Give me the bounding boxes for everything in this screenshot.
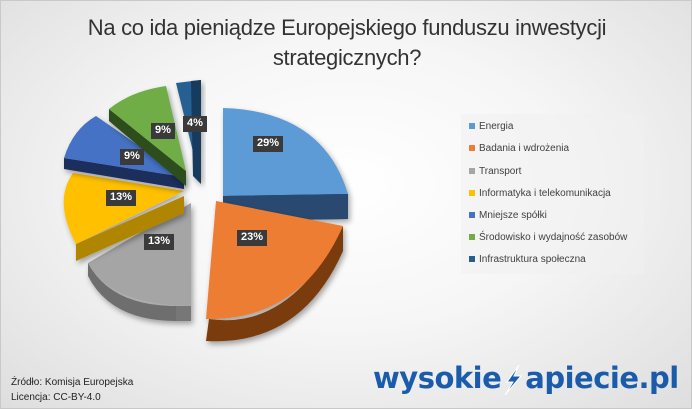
legend-item-srodowisko: Środowisko i wydajność zasobów — [469, 230, 627, 244]
chart-title-line2: strategicznych? — [272, 45, 422, 70]
lightning-bolt-icon — [504, 365, 523, 395]
slice-transport — [88, 203, 191, 321]
legend-item-transport: Transport — [469, 164, 521, 178]
legend-item-badania: Badania i wdrożenia — [469, 141, 569, 155]
label-badania: 23% — [240, 231, 264, 243]
legend-item-energia: Energia — [469, 119, 513, 133]
chart-title: Na co ida pieniądze Europejskiego fundus… — [1, 13, 692, 73]
legend-swatch — [469, 123, 475, 129]
legend-swatch — [469, 212, 475, 218]
legend-label: Informatyka i telekomunikacja — [479, 187, 611, 199]
legend-swatch — [469, 168, 475, 174]
legend-swatch — [469, 256, 475, 262]
legend-swatch — [469, 145, 475, 151]
legend-label: Energia — [479, 120, 514, 132]
label-spolki: 9% — [124, 150, 140, 162]
legend-label: Mniejsze spółki — [479, 209, 547, 221]
label-energia: 29% — [256, 137, 280, 149]
source-line: Źródło: Komisja Europejska — [11, 377, 134, 388]
data-labels — [106, 116, 283, 250]
legend-label: Badania i wdrożenia — [479, 142, 570, 154]
slice-srodowisko — [109, 86, 186, 186]
slice-badania — [206, 201, 343, 342]
brand-logo: wysokie apiecie.pl — [373, 361, 679, 395]
label-informatyka: 13% — [109, 191, 133, 203]
label-srodowisko: 9% — [155, 124, 171, 136]
legend-swatch — [469, 234, 475, 240]
slice-energia — [223, 108, 348, 221]
legend-item-informatyka: Informatyka i telekomunikacja — [469, 186, 611, 200]
source-note: Źródło: Komisja Europejska Licencja: CC-… — [11, 375, 133, 405]
legend-label: Infrastruktura społeczna — [479, 253, 586, 265]
slice-spolki — [64, 116, 184, 189]
label-transport: 13% — [147, 235, 171, 247]
chart-title-line1: Na co ida pieniądze Europejskiego fundus… — [87, 15, 607, 40]
legend-swatch — [469, 190, 475, 196]
logo-text-part2: apiecie.pl — [525, 361, 679, 395]
legend-item-infrastruktura: Infrastruktura społeczna — [469, 252, 586, 266]
license-line: Licencja: CC-BY-4.0 — [11, 392, 101, 403]
slice-informatyka — [63, 173, 184, 261]
label-infrastruktura: 4% — [187, 117, 203, 129]
legend-label: Środowisko i wydajność zasobów — [479, 231, 628, 243]
legend-label: Transport — [479, 165, 522, 177]
legend: Energia Badania i wdrożenia Transport In… — [461, 114, 644, 274]
logo-text-part1: wysokie — [373, 361, 502, 395]
legend-item-spolki: Mniejsze spółki — [469, 208, 547, 222]
